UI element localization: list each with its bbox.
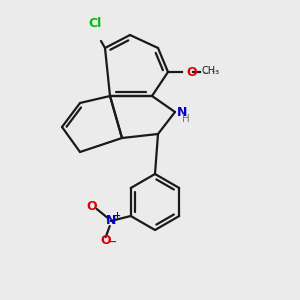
Text: −: −: [109, 237, 117, 247]
Text: N: N: [177, 106, 188, 118]
Text: N: N: [106, 214, 116, 227]
Text: +: +: [113, 212, 120, 220]
Text: O: O: [86, 200, 97, 214]
Text: O: O: [186, 65, 196, 79]
Text: CH₃: CH₃: [201, 66, 219, 76]
Text: O: O: [100, 233, 111, 247]
Text: methyl: methyl: [204, 71, 209, 73]
Text: methoxy: methoxy: [212, 71, 218, 72]
Text: H: H: [182, 114, 190, 124]
Text: Cl: Cl: [88, 17, 102, 30]
